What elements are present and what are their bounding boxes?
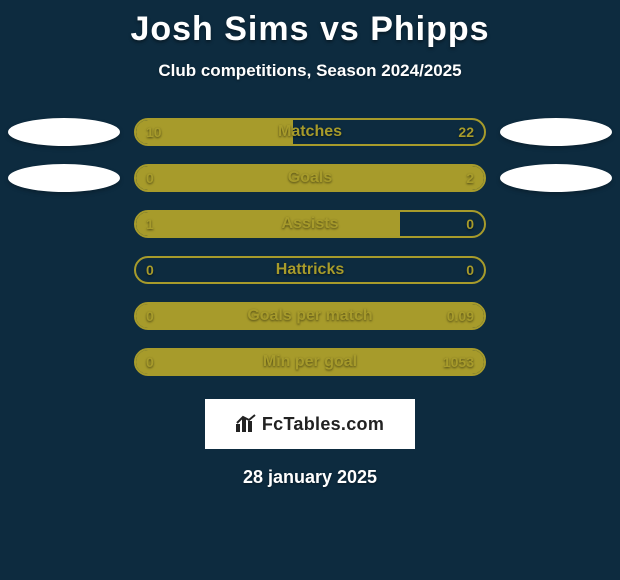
row-spacer-right [500,224,612,225]
row-spacer-left [8,316,120,317]
stat-bar: 0 0 Hattricks [134,256,486,284]
stat-value-left: 0 [146,262,154,278]
row-spacer-left [8,362,120,363]
stat-value-right: 1053 [443,354,474,370]
stat-label: Assists [282,215,339,233]
bar-fill-right [199,166,484,190]
page-title: Josh Sims vs Phipps [0,10,620,49]
row-spacer-right [500,270,612,271]
stat-value-left: 0 [146,308,154,324]
stat-row: 0 0.09 Goals per match [0,293,620,339]
stat-value-right: 22 [458,124,474,140]
player-badge-right [500,164,612,192]
subtitle: Club competitions, Season 2024/2025 [0,61,620,81]
stat-value-right: 0 [466,262,474,278]
row-spacer-right [500,362,612,363]
player-badge-left [8,164,120,192]
row-spacer-left [8,224,120,225]
stat-bar: 0 2 Goals [134,164,486,192]
stat-rows: 1022Matches02Goals10Assists00Hattricks00… [0,109,620,385]
stat-bar: 1 0 Assists [134,210,486,238]
stat-label: Min per goal [263,353,357,371]
stat-row: 0 2 Goals [0,155,620,201]
row-spacer-right [500,316,612,317]
stat-value-left: 0 [146,170,154,186]
stat-bar: 0 1053 Min per goal [134,348,486,376]
row-spacer-left [8,270,120,271]
source-logo-text: FcTables.com [262,414,384,435]
bars-icon [236,414,256,435]
stat-row: 0 0 Hattricks [0,247,620,293]
player-badge-right [500,118,612,146]
stat-bar: 0 0.09 Goals per match [134,302,486,330]
stat-row: 1 0 Assists [0,201,620,247]
stat-label: Goals [288,169,332,187]
stat-value-right: 0 [466,216,474,232]
stat-value-left: 0 [146,354,154,370]
stat-label: Matches [278,123,342,141]
player-badge-left [8,118,120,146]
footer: FcTables.com [0,399,620,449]
stat-bar: 10 22 Matches [134,118,486,146]
stat-value-right: 0.09 [447,308,474,324]
stat-value-left: 10 [146,124,162,140]
stat-value-left: 1 [146,216,154,232]
bar-fill-left [136,212,400,236]
stat-row: 0 1053 Min per goal [0,339,620,385]
stat-label: Goals per match [247,307,372,325]
stat-row: 10 22 Matches [0,109,620,155]
comparison-infographic: Josh Sims vs Phipps Club competitions, S… [0,0,620,488]
snapshot-date: 28 january 2025 [0,467,620,488]
stat-value-right: 2 [466,170,474,186]
stat-label: Hattricks [276,261,344,279]
source-logo: FcTables.com [205,399,415,449]
